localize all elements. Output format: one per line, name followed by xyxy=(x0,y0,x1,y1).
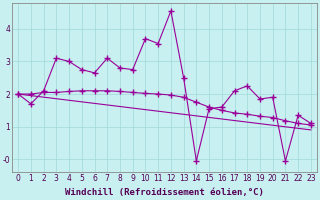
X-axis label: Windchill (Refroidissement éolien,°C): Windchill (Refroidissement éolien,°C) xyxy=(65,188,264,197)
